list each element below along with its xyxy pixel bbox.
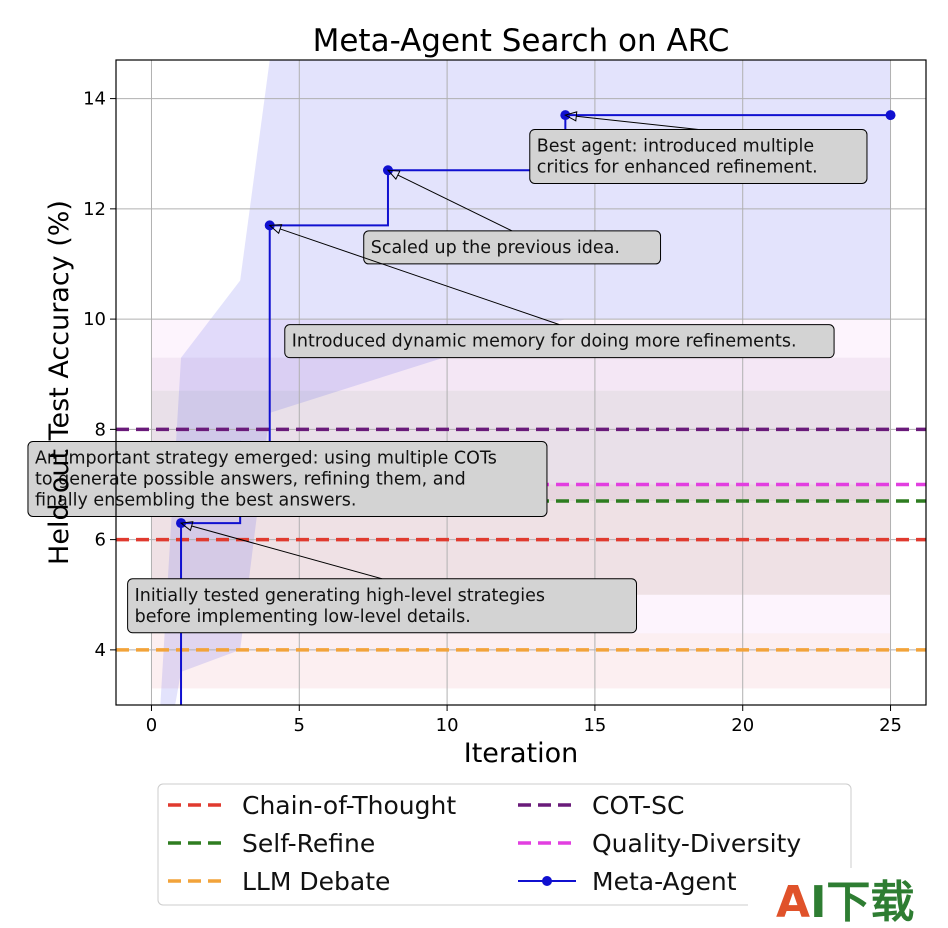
plot-frame [115,59,927,706]
y-tick-label-5: 14 [83,89,106,110]
annotation-text-0-1: critics for enhanced refinement. [537,157,818,177]
annotation-arrowhead-1 [386,169,401,181]
annotation-arrow-4 [191,525,383,580]
legend-marker-5 [542,876,552,886]
annotation-text-1-0: Scaled up the previous idea. [371,238,620,258]
meta-agent-band [160,60,891,705]
y-tick-label-4: 12 [83,199,106,220]
x-axis-title: Iteration [464,738,579,769]
x-tick-label-1: 5 [294,715,305,736]
axis-ticks: 0 5 10 15 20 25 4 6 8 10 12 14 [83,89,902,736]
x-tick-label-5: 25 [879,715,902,736]
annotation-arrowhead-0 [564,111,578,122]
annotation-box-4 [127,578,638,634]
x-tick-label-3: 15 [583,715,606,736]
y-axis-title: Held-out Test Accuracy (%) [44,200,75,565]
chart-title: Meta-Agent Search on ARC [313,23,730,59]
annotation-arrowhead-2 [268,224,283,235]
watermark-logo: AI下载 [748,868,928,928]
legend: Chain-of-Thought COT-SC Self-Refine Quality… [157,783,852,906]
y-tick-label-3: 10 [83,309,106,330]
annotation-arrow-2 [279,228,560,326]
annotation-text-2-0: Introduced dynamic memory for doing more… [292,332,797,352]
annotation-text-3-2: finally ensembling the best answers. [35,490,356,510]
annotation-box-3 [27,440,548,517]
annotation-text-4-0: Initially tested generating high-level s… [135,586,545,606]
annotation-box-0 [529,128,868,184]
annotation-text-0-0: Best agent: introduced multiple [537,136,814,156]
annotation-box-2 [284,324,835,359]
annotation-text-3-1: to generate possible answers, refining t… [35,469,466,489]
watermark-label: AI下载 [776,877,914,928]
annotation-text-3-0: An important strategy emerged: using mul… [35,448,497,468]
annotation-arrowhead-4 [179,521,194,532]
watermark-letter-a: A [776,877,810,928]
annotation-arrow-1 [397,174,513,232]
legend-label-4: LLM Debate [242,867,390,896]
meta-agent-band-area [160,60,891,705]
y-tick-label-0: 4 [95,640,106,661]
legend-label-5: Meta-Agent [592,867,737,896]
y-tick-label-2: 8 [95,419,106,440]
annotation-arrow-0 [576,115,699,130]
legend-label-2: Self-Refine [242,829,375,858]
legend-label-3: Quality-Diversity [592,829,801,858]
x-tick-label-4: 20 [731,715,754,736]
x-tick-label-0: 0 [146,715,157,736]
baseline-band-4 [151,633,891,689]
legend-label-1: COT-SC [592,791,684,820]
annotation-box-1 [363,230,662,265]
watermark-rest: I下载 [810,877,914,928]
legend-box [157,783,852,906]
x-tick-label-2: 10 [436,715,459,736]
watermark-background [748,868,928,928]
y-tick-label-1: 6 [95,530,106,551]
meta-agent-point-5 [885,110,896,121]
annotation-text-4-1: before implementing low-level details. [135,607,471,627]
legend-label-0: Chain-of-Thought [242,791,456,820]
